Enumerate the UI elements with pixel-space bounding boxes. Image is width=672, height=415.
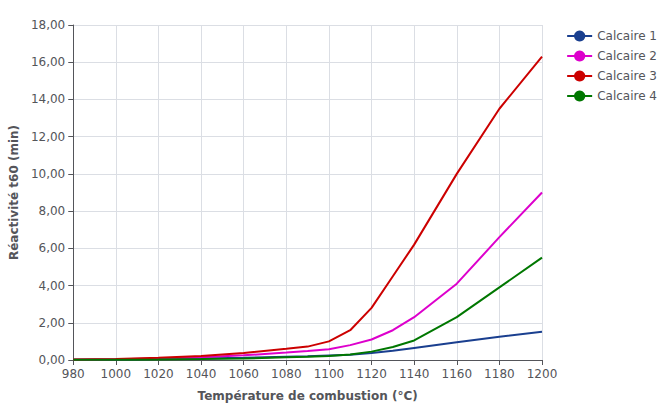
svg-text:1000: 1000: [101, 367, 132, 381]
svg-text:980: 980: [62, 367, 85, 381]
svg-text:1100: 1100: [314, 367, 345, 381]
svg-text:Température de combustion (°C): Température de combustion (°C): [198, 389, 418, 403]
svg-text:1020: 1020: [143, 367, 174, 381]
svg-text:Réactivité t60 (min): Réactivité t60 (min): [7, 125, 21, 260]
svg-text:0,00: 0,00: [39, 353, 66, 367]
svg-text:12,00: 12,00: [31, 130, 65, 144]
svg-text:1160: 1160: [441, 367, 472, 381]
svg-text:1200: 1200: [527, 367, 558, 381]
svg-text:8,00: 8,00: [39, 204, 66, 218]
svg-text:16,00: 16,00: [31, 55, 65, 69]
svg-text:Calcaire 2: Calcaire 2: [597, 49, 657, 63]
svg-text:18,00: 18,00: [31, 18, 65, 32]
svg-text:1060: 1060: [228, 367, 259, 381]
svg-text:Calcaire 4: Calcaire 4: [597, 89, 657, 103]
svg-text:14,00: 14,00: [31, 92, 65, 106]
svg-text:1140: 1140: [399, 367, 430, 381]
svg-text:4,00: 4,00: [39, 279, 66, 293]
svg-text:10,00: 10,00: [31, 167, 65, 181]
svg-text:6,00: 6,00: [39, 241, 66, 255]
svg-text:1120: 1120: [356, 367, 387, 381]
svg-text:1040: 1040: [186, 367, 217, 381]
svg-text:2,00: 2,00: [39, 316, 66, 330]
svg-text:Calcaire 3: Calcaire 3: [597, 69, 657, 83]
svg-text:Calcaire 1: Calcaire 1: [597, 29, 657, 43]
svg-text:1080: 1080: [271, 367, 302, 381]
svg-text:1180: 1180: [484, 367, 515, 381]
